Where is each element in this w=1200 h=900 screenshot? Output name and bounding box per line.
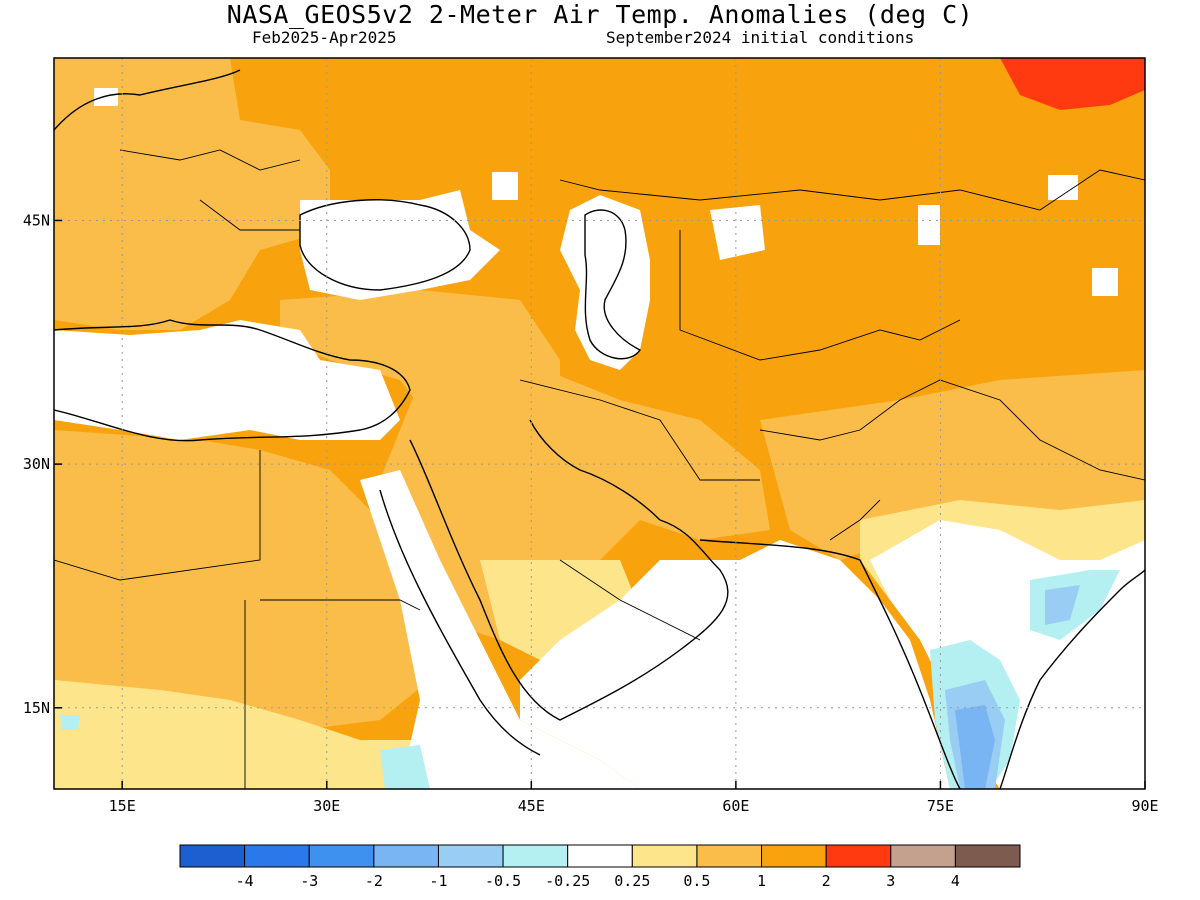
colorbar-swatch [890, 844, 956, 868]
border-yemen-oman [559, 559, 701, 641]
field-cool2-bay [1045, 585, 1080, 625]
border-africa-2 [260, 599, 421, 611]
field-europe-warm [54, 58, 330, 330]
longitude-axis: 15E 30E 45E 60E 75E 90E [109, 781, 1159, 815]
lon-tick-label: 15E [109, 797, 136, 815]
border-kazakhstan [559, 169, 1145, 211]
lon-tick-label: 90E [1131, 797, 1158, 815]
colorbar-swatch [308, 844, 375, 868]
colorbar-label: 0.5 [683, 872, 710, 890]
caspian-coast [584, 209, 642, 360]
colorbar-swatch [179, 844, 246, 868]
border-central-asia [679, 230, 961, 361]
colorbar-swatch [825, 844, 892, 868]
field-caspian [560, 195, 650, 370]
colorbar-label: -4 [236, 872, 254, 890]
initial-conditions: September2024 initial conditions [606, 28, 915, 47]
lon-tick-label: 45E [518, 797, 545, 815]
gulf-coast [529, 419, 661, 521]
border-europe-1 [119, 149, 301, 171]
field-africa-weak [54, 680, 480, 789]
colorbar-label: 0.25 [614, 872, 650, 890]
field-patch-north [94, 88, 118, 106]
colorbar-swatch [696, 844, 763, 868]
field-lake-east [1048, 175, 1078, 200]
border-iran-iraq [519, 379, 760, 481]
field-cool-horn [380, 745, 430, 789]
red-sea-west-coast [379, 489, 541, 756]
lon-tick-label: 30E [313, 797, 340, 815]
colorbar-label: -1 [429, 872, 447, 890]
lat-tick-label: 30N [23, 455, 50, 473]
border-pakistan [829, 499, 881, 541]
forecast-period: Feb2025-Apr2025 [252, 28, 397, 47]
field-patch-ukraine [492, 172, 518, 200]
coastlines [54, 69, 1145, 789]
border-africa-1 [54, 450, 261, 581]
colorbar-swatch [567, 844, 633, 868]
latitude-axis: 45N 30N 15N [23, 211, 62, 717]
field-balkhash [918, 205, 940, 245]
field-red-sea [360, 470, 640, 789]
field-issyk [1092, 268, 1118, 296]
field-aral [710, 205, 765, 260]
field-arabia-warm [380, 360, 770, 640]
arabia-coast [409, 439, 729, 721]
map-title: NASA_GEOS5v2 2-Meter Air Temp. Anomalies… [226, 0, 974, 29]
field-hot-siberia [1000, 58, 1145, 110]
colorbar: -4 -3 -2 -1 -0.5 -0.25 0.25 0.5 1 2 3 4 [179, 844, 1021, 890]
field-cool-africa [60, 715, 80, 730]
colorbar-swatch [631, 844, 698, 868]
colorbar-label: 3 [886, 872, 895, 890]
field-africa-warm [54, 430, 430, 730]
field-cool3-south-india [955, 705, 995, 789]
lat-tick-label: 45N [23, 211, 50, 229]
anomaly-field [54, 58, 1145, 789]
colorbar-swatch [502, 844, 569, 868]
colorbar-swatch [437, 844, 504, 868]
lat-tick-label: 15N [23, 699, 50, 717]
baltic-coast [54, 69, 241, 131]
iran-india-coast [699, 539, 961, 789]
colorbar-swatch [373, 844, 439, 868]
colorbar-label: 1 [757, 872, 766, 890]
colorbar-label: -0.5 [485, 872, 521, 890]
field-mediterranean [54, 320, 400, 440]
colorbar-label: -2 [365, 872, 383, 890]
colorbar-label: -0.25 [545, 872, 590, 890]
gridlines [54, 58, 1145, 789]
india-east-coast [999, 569, 1145, 789]
colorbar-swatch [761, 844, 827, 868]
lon-tick-label: 60E [722, 797, 749, 815]
mediterranean-coast [54, 319, 411, 442]
colorbar-label: 4 [951, 872, 960, 890]
colorbar-swatch [244, 844, 310, 868]
colorbar-label: -3 [300, 872, 318, 890]
map-frame [53, 57, 1146, 790]
lon-tick-label: 75E [927, 797, 954, 815]
field-arabian-sea [520, 540, 950, 789]
border-europe-2 [199, 199, 300, 231]
colorbar-label: 2 [822, 872, 831, 890]
colorbar-swatch [954, 844, 1021, 868]
black-sea-coast [299, 199, 471, 291]
